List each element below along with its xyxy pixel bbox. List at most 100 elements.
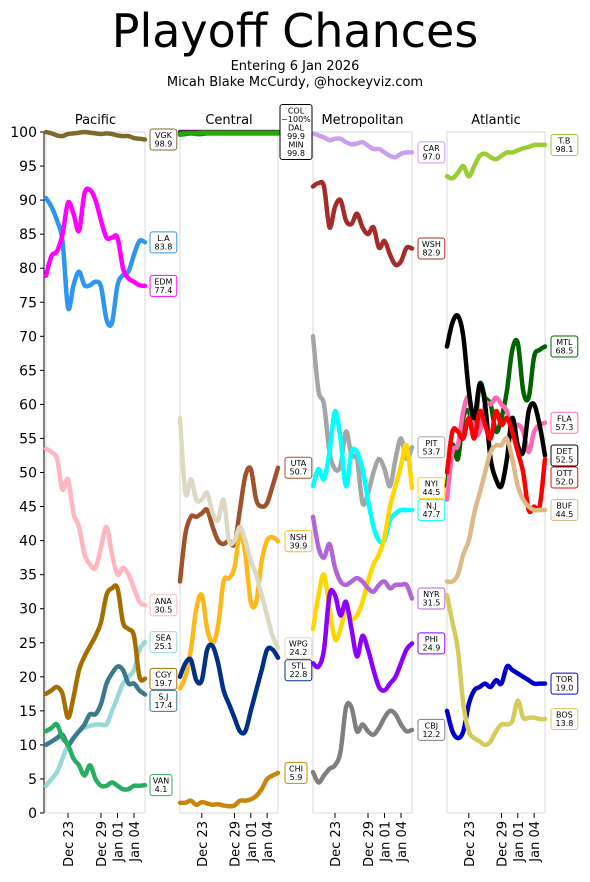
- end-label-van-text: VAN: [153, 777, 169, 786]
- series-line-stl: [177, 642, 281, 736]
- y-tick-label: 100: [10, 125, 37, 141]
- end-label-uta-frame: [284, 456, 313, 479]
- x-tick-label: Jan 01: [379, 821, 394, 863]
- end-label-col-dal-min-text: ~100%: [281, 115, 311, 124]
- panel-title: Central: [205, 113, 252, 128]
- end-label-phi-text: PHI: [425, 635, 438, 644]
- panel-central: Central Dec 23 Dec 29 Jan 01 Jan 04: [177, 113, 281, 867]
- x-tick-label: Dec 23: [196, 821, 211, 867]
- end-label-car-frame: [417, 141, 446, 164]
- end-label-wpg-text: 24.2: [289, 648, 307, 657]
- end-label-wsh-text: WSH: [422, 240, 441, 249]
- end-label-nyr-frame: [417, 587, 446, 610]
- end-label-cgy-frame: [149, 667, 178, 690]
- y-tick-label: 85: [19, 227, 37, 243]
- end-label-det-frame: [550, 444, 579, 467]
- end-label-col-dal-min-text: DAL: [288, 124, 304, 133]
- end-label-nj-text: 47.7: [422, 510, 440, 519]
- end-label-bos-frame: [550, 708, 579, 731]
- y-tick-label: 90: [19, 193, 37, 209]
- series-line-cbj: [310, 700, 415, 785]
- y-tick-label: 45: [19, 500, 37, 516]
- x-tick-label: Jan 04: [395, 821, 410, 863]
- y-tick-label: 0: [28, 806, 37, 822]
- end-label-nyi-text: 44.5: [422, 488, 440, 497]
- end-label-tor-text: TOR: [555, 675, 573, 684]
- series-line-edm: [43, 186, 148, 289]
- end-label-edm-text: EDM: [154, 277, 172, 286]
- end-label-sea-frame: [149, 631, 178, 654]
- end-label-fla-frame: [550, 411, 579, 434]
- end-label-tb-text: T.B: [557, 136, 570, 145]
- end-label-vgk-frame: [149, 128, 178, 151]
- end-label-la-text: 83.8: [154, 242, 172, 251]
- end-label-sj-text: S.J: [158, 692, 168, 701]
- end-label-la-frame: [149, 231, 178, 254]
- end-label-phi-text: 24.9: [422, 643, 440, 652]
- end-label-nyr-text: 31.5: [422, 598, 440, 607]
- end-label-nyi-text: NYI: [425, 480, 438, 489]
- end-label-sea-text: SEA: [156, 634, 172, 643]
- y-tick-label: 60: [19, 397, 37, 413]
- end-label-cbj-text: CBJ: [425, 721, 438, 730]
- series-line-nj: [310, 408, 415, 545]
- x-tick-label: Jan 04: [528, 821, 543, 863]
- y-tick-label: 75: [19, 295, 37, 311]
- end-label-col-dal-min-text: 99.8: [287, 149, 305, 158]
- end-label-tb-frame: [550, 133, 579, 156]
- end-label-mtl-frame: [550, 335, 579, 358]
- x-tick-label: Jan 01: [112, 821, 127, 863]
- y-tick-label: 30: [19, 602, 37, 618]
- y-tick-label: 20: [19, 670, 37, 686]
- end-label-ott-frame: [550, 466, 579, 489]
- panel-title: Metropolitan: [321, 113, 403, 128]
- end-label-cgy-text: 19.7: [154, 679, 172, 688]
- end-label-col-dal-min-text: MIN: [288, 141, 303, 150]
- end-label-col-dal-min-text: COL: [288, 107, 305, 116]
- panel-metropolitan: Metropolitan Dec 23 Dec 29 Jan 01 Jan 04: [310, 113, 415, 867]
- x-tick-label: Dec 29: [362, 821, 377, 867]
- x-tick-label: Dec 23: [62, 821, 77, 867]
- end-label-la-text: L.A: [157, 234, 170, 243]
- subtitle-author: Micah Blake McCurdy, @hockeyviz.com: [166, 75, 424, 90]
- end-label-wsh-frame: [417, 237, 446, 260]
- y-tick-label: 10: [19, 738, 37, 754]
- x-tick-label: Jan 01: [512, 821, 527, 863]
- end-label-fla-text: 57.3: [555, 423, 573, 432]
- end-label-pit-text: 53.7: [422, 447, 440, 456]
- end-label-ana-text: ANA: [155, 597, 172, 606]
- chart-subtitle: Entering 6 Jan 2026 Micah Blake McCurdy,…: [0, 59, 590, 91]
- end-label-chi-frame: [284, 761, 308, 784]
- end-label-nsh-text: 39.9: [289, 541, 307, 550]
- x-tick-label: Jan 04: [128, 821, 143, 863]
- series-line-ott: [444, 408, 548, 515]
- end-label-wsh-text: 82.9: [422, 248, 440, 257]
- end-label-phi-frame: [417, 632, 446, 655]
- end-label-chi-text: 5.9: [290, 773, 303, 782]
- end-label-uta-text: UTA: [291, 459, 307, 468]
- end-label-edm-text: 77.4: [154, 286, 172, 295]
- y-tick-label: 5: [28, 772, 37, 788]
- x-tick-label: Dec 23: [329, 821, 344, 867]
- y-tick-label: 70: [19, 329, 37, 345]
- end-label-nyi-frame: [417, 477, 446, 500]
- end-label-sj-frame: [149, 689, 178, 712]
- end-label-van-text: 4.1: [155, 785, 168, 794]
- x-tick-label: Dec 29: [95, 821, 110, 867]
- end-label-buf-text: BUF: [556, 501, 572, 510]
- end-label-sea-text: 25.1: [154, 642, 172, 651]
- end-label-cbj-text: 12.2: [422, 730, 440, 739]
- end-label-tor-frame: [550, 672, 579, 695]
- series-line-fla: [444, 394, 548, 502]
